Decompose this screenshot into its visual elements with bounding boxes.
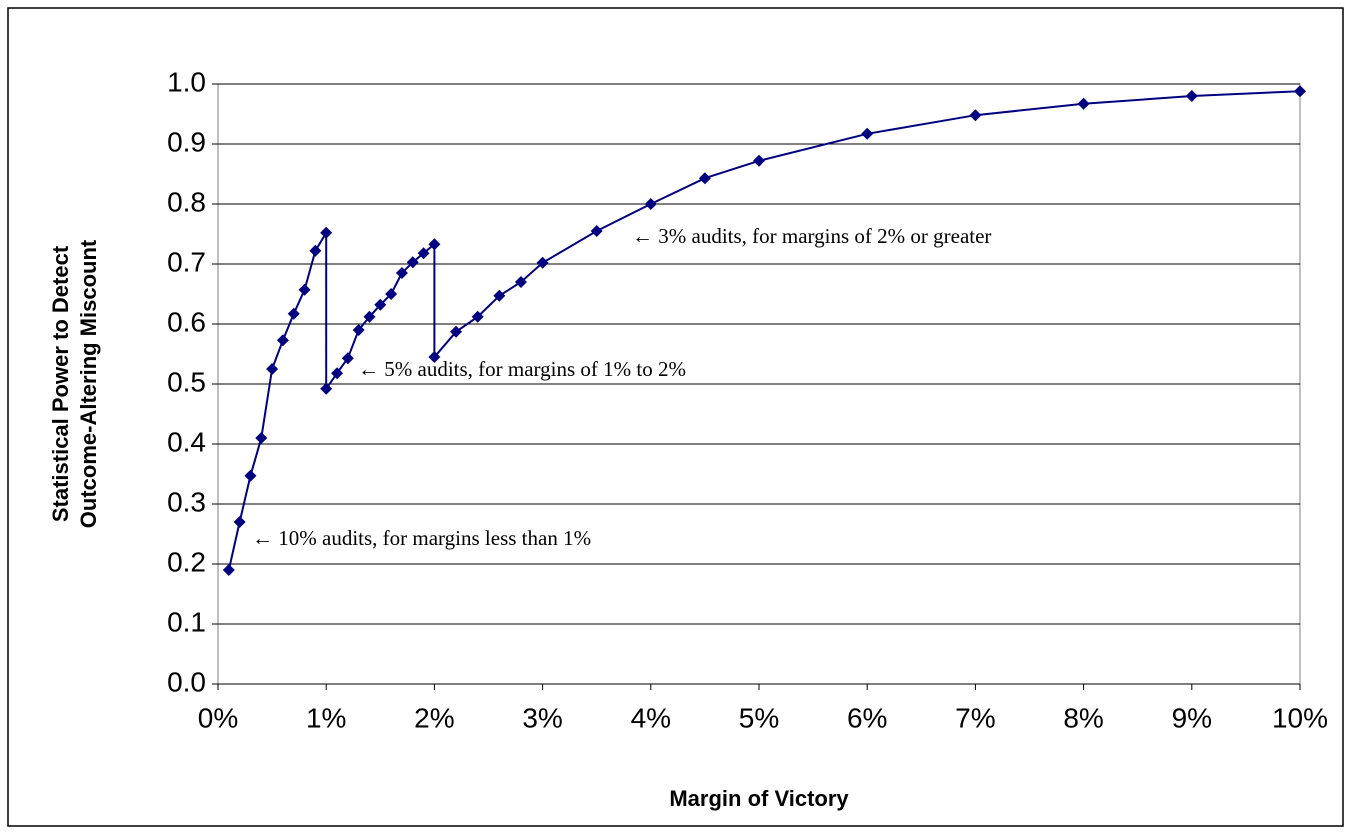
marker (374, 298, 387, 311)
y-axis-title: Outcome-Altering Miscount (76, 239, 101, 528)
y-tick-label: 0.0 (167, 666, 206, 697)
marker (428, 238, 441, 251)
y-tick-label: 1.0 (167, 66, 206, 97)
marker (233, 516, 246, 528)
y-tick-label: 0.3 (167, 486, 206, 517)
x-tick-label: 3% (522, 702, 562, 733)
marker (385, 288, 398, 300)
x-tick-label: 2% (414, 702, 454, 733)
marker (471, 310, 484, 323)
marker (341, 352, 354, 365)
marker (298, 283, 311, 296)
marker (320, 226, 333, 239)
x-tick-label: 7% (955, 702, 995, 733)
marker (309, 244, 322, 257)
annotation: ← 3% audits, for margins of 2% or greate… (632, 224, 991, 248)
marker (514, 276, 527, 288)
annotation: ← 5% audits, for margins of 1% to 2% (358, 357, 686, 381)
x-tick-label: 10% (1272, 702, 1328, 733)
x-axis-title: Margin of Victory (669, 786, 849, 811)
marker (698, 172, 711, 185)
marker (363, 310, 376, 323)
x-tick-label: 1% (306, 702, 346, 733)
marker (276, 334, 289, 347)
y-tick-label: 0.1 (167, 606, 206, 637)
marker (1077, 97, 1090, 110)
x-tick-label: 0% (198, 702, 238, 733)
marker (222, 564, 235, 576)
y-tick-label: 0.5 (167, 366, 206, 397)
marker (417, 247, 430, 260)
marker (644, 198, 657, 210)
marker (536, 256, 549, 269)
marker (287, 307, 300, 320)
x-tick-label: 5% (739, 702, 779, 733)
y-tick-label: 0.9 (167, 126, 206, 157)
annotation: ← 10% audits, for margins less than 1% (252, 526, 591, 550)
marker (1185, 90, 1198, 102)
marker (450, 325, 463, 338)
y-tick-label: 0.7 (167, 246, 206, 277)
x-tick-label: 4% (631, 702, 671, 733)
marker (331, 367, 344, 380)
marker (493, 289, 506, 302)
marker (244, 469, 257, 482)
marker (428, 351, 441, 363)
marker (255, 432, 268, 444)
marker (969, 109, 982, 122)
x-tick-label: 8% (1063, 702, 1103, 733)
marker (861, 127, 874, 140)
marker (352, 324, 365, 336)
marker (406, 256, 419, 269)
marker (395, 267, 408, 279)
y-axis-title: Statistical Power to Detect (48, 245, 73, 522)
y-tick-label: 0.4 (167, 426, 206, 457)
series-line (227, 90, 1301, 571)
y-tick-label: 0.6 (167, 306, 206, 337)
y-tick-label: 0.2 (167, 546, 206, 577)
marker (590, 225, 603, 237)
marker (266, 363, 279, 375)
x-tick-label: 9% (1172, 702, 1212, 733)
x-tick-label: 6% (847, 702, 887, 733)
y-tick-label: 0.8 (167, 186, 206, 217)
marker (320, 382, 333, 395)
marker (1294, 85, 1306, 98)
marker (753, 154, 765, 167)
